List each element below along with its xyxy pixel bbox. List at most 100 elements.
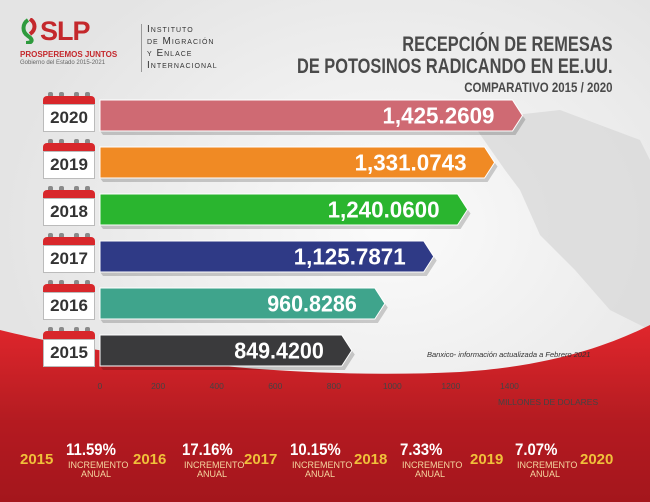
footer-increment-label: INCREMENTO ANUAL <box>68 460 129 479</box>
bar-2018 <box>99 193 469 226</box>
footer-year: 2017 <box>244 451 278 468</box>
slp-logo: SLP PROSPEREMOS JUNTOS Gobierno del Esta… <box>18 16 138 70</box>
bar-value-label: 849.4200 <box>234 338 324 364</box>
institute-line: de Migración <box>147 36 215 47</box>
calendar-ring <box>85 327 90 334</box>
calendar-ring <box>85 280 90 287</box>
calendar-2019: 2019 <box>43 139 95 179</box>
calendar-header <box>43 190 95 198</box>
annual-word: ANUAL <box>529 469 560 479</box>
x-tick-label: 400 <box>209 381 224 391</box>
increment-word: INCREMENTO <box>292 460 353 470</box>
footer-year: 2020 <box>580 451 614 468</box>
calendar-ring <box>74 92 79 99</box>
x-tick-label: 200 <box>151 381 166 391</box>
footer-increment-pct: 7.07% <box>515 440 558 459</box>
calendar-ring <box>74 186 79 193</box>
calendar-2020: 2020 <box>43 92 95 132</box>
bar-2020 <box>99 99 524 132</box>
map-silhouette <box>470 110 650 330</box>
bar-value-label: 960.8286 <box>267 291 357 317</box>
increment-word: INCREMENTO <box>517 460 578 470</box>
footer-year: 2019 <box>470 451 504 468</box>
x-tick-label: 600 <box>268 381 283 391</box>
footer-increment-pct: 17.16% <box>182 440 233 459</box>
logo-tagline: Gobierno del Estado 2015-2021 <box>20 60 106 66</box>
calendar-header <box>43 331 95 339</box>
bar-value-label: 1,425.2609 <box>382 103 494 129</box>
calendar-ring <box>59 327 64 334</box>
annual-word: ANUAL <box>80 469 111 479</box>
institute-line: y Enlace <box>147 48 193 59</box>
footer-year: 2018 <box>354 451 388 468</box>
calendar-2018: 2018 <box>43 186 95 226</box>
calendar-ring <box>74 139 79 146</box>
calendar-ring <box>48 92 53 99</box>
calendar-ring <box>59 186 64 193</box>
logo-emblem-icon <box>21 18 37 44</box>
bar-2017 <box>99 240 435 273</box>
increment-word: INCREMENTO <box>68 460 129 470</box>
calendar-ring <box>85 233 90 240</box>
calendar-ring <box>48 186 53 193</box>
calendar-header <box>43 237 95 245</box>
x-tick-label: 0 <box>97 381 103 391</box>
year-label: 2016 <box>43 292 95 320</box>
year-label: 2017 <box>43 245 95 273</box>
bar-2016 <box>99 287 386 320</box>
increment-word: INCREMENTO <box>184 460 245 470</box>
calendar-2016: 2016 <box>43 280 95 320</box>
footer-year: 2016 <box>133 451 167 468</box>
annual-word: ANUAL <box>304 469 335 479</box>
institute-name: Instituto de Migración y Enlace Internac… <box>141 24 218 72</box>
x-tick-label: 800 <box>326 381 341 391</box>
calendar-ring <box>59 92 64 99</box>
calendar-ring <box>48 280 53 287</box>
footer-increment-pct: 7.33% <box>400 440 443 459</box>
calendar-header <box>43 284 95 292</box>
footer-increment-label: INCREMENTO ANUAL <box>184 460 245 479</box>
year-label: 2019 <box>43 151 95 179</box>
source-note: Banxico- información actualizada a Febre… <box>427 350 591 359</box>
footer-increment-label: INCREMENTO ANUAL <box>292 460 353 479</box>
calendar-2015: 2015 <box>43 327 95 367</box>
bar-value-label: 1,240.0600 <box>328 197 440 223</box>
calendar-ring <box>48 233 53 240</box>
x-axis-title: MILLONES DE DOLARES <box>498 397 599 407</box>
logo-text: SLP <box>40 16 91 46</box>
bar-2019 <box>99 146 496 179</box>
institute-line: Instituto <box>147 24 194 35</box>
bar-value-label: 1,331.0743 <box>355 150 467 176</box>
x-tick-label: 1200 <box>441 381 461 391</box>
bar-value-label: 1,125.7871 <box>294 244 406 270</box>
annual-word: ANUAL <box>196 469 227 479</box>
calendar-ring <box>85 92 90 99</box>
footer-increment-label: INCREMENTO ANUAL <box>517 460 578 479</box>
calendar-header <box>43 143 95 151</box>
year-label: 2020 <box>43 104 95 132</box>
calendar-ring <box>59 139 64 146</box>
footer-increment-pct: 10.15% <box>290 440 341 459</box>
calendar-ring <box>74 233 79 240</box>
calendar-ring <box>85 139 90 146</box>
title-line-3: COMPARATIVO 2015 / 2020 <box>463 79 612 95</box>
logo-subtitle: PROSPEREMOS JUNTOS <box>20 50 118 59</box>
x-tick-label: 1400 <box>500 381 519 391</box>
increment-word: INCREMENTO <box>402 460 463 470</box>
calendar-2017: 2017 <box>43 233 95 273</box>
calendar-ring <box>59 280 64 287</box>
calendar-ring <box>59 233 64 240</box>
footer-increment-pct: 11.59% <box>66 440 116 459</box>
calendar-ring <box>85 186 90 193</box>
year-label: 2018 <box>43 198 95 226</box>
institute-line: Internacional <box>147 60 218 71</box>
year-label: 2015 <box>43 339 95 367</box>
calendar-ring <box>74 280 79 287</box>
calendar-ring <box>48 327 53 334</box>
chart-title: RECEPCIÓN DE REMESAS DE POTOSINOS RADICA… <box>208 34 612 96</box>
annual-word: ANUAL <box>414 469 445 479</box>
footer-year: 2015 <box>20 451 54 468</box>
x-tick-label: 1000 <box>382 381 402 391</box>
title-line-2: DE POTOSINOS RADICANDO EN EE.UU. <box>296 55 612 78</box>
